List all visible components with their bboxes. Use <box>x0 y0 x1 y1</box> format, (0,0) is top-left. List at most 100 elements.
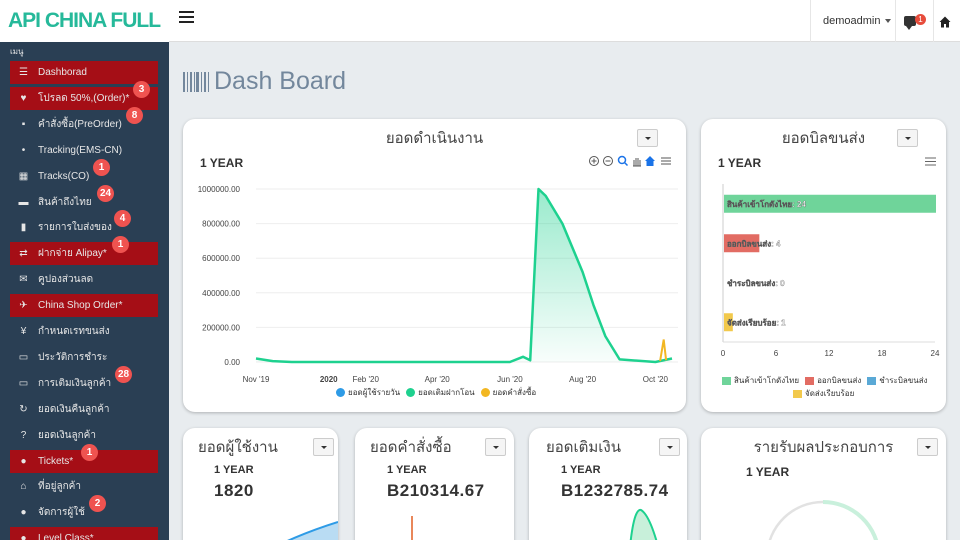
sidebar-item[interactable]: ? ยอดเงินลูกค้า <box>10 424 158 447</box>
user-name: demoadmin <box>823 15 881 27</box>
user-menu[interactable]: demoadmin <box>823 15 892 27</box>
sales-chart: 0.00 200000.00 400000.00 600000.00 800000.00… <box>198 185 678 384</box>
x-tick-label: 24 <box>931 349 940 358</box>
brand-name: API CHINA FULL <box>8 9 161 32</box>
users-sparkline <box>287 521 338 540</box>
messages-icon[interactable] <box>904 16 916 30</box>
menu-toggle-icon[interactable] <box>179 11 194 25</box>
circle-icon: ● <box>20 533 27 540</box>
legend-label[interactable]: สินค้าเข้าโกดังไทย <box>734 376 800 385</box>
zoom-in-icon[interactable] <box>589 156 599 166</box>
pan-hand-icon[interactable] <box>633 158 641 167</box>
bills-legend-row2: จัดส่งเรียบร้อย <box>793 387 854 400</box>
sidebar-item[interactable]: ⇄ ฝากจ่าย Alipay* <box>10 242 158 266</box>
users-panel: ยอดผู้ใช้งาน 1 YEAR 1820 <box>183 428 338 540</box>
legend-label[interactable]: จัดส่งเรียบร้อย <box>805 389 855 398</box>
sidebar-item[interactable]: ✈ China Shop Order* <box>10 294 158 318</box>
series-line <box>255 187 673 364</box>
legend-swatch <box>480 388 490 397</box>
y-tick-label: 600000.00 <box>202 254 240 263</box>
sidebar-item-label: คำสั่งซื้อ(PreOrder) <box>38 118 122 130</box>
topup-sparkline <box>629 509 658 540</box>
x-tick-label: 12 <box>825 349 834 358</box>
x-tick-label: Feb '20 <box>352 375 379 384</box>
sidebar-item[interactable]: ¥ กำหนดเรทขนส่ง <box>10 320 158 343</box>
sidebar-item[interactable]: ▮ รายการใบส่งของ <box>10 216 158 239</box>
bills-title: ยอดบิลขนส่ง <box>781 130 866 147</box>
data-label: จัดส่งเรียบร้อย: 1 <box>727 317 786 327</box>
users-dropdown-button[interactable] <box>313 438 334 456</box>
bills-dropdown-button[interactable] <box>897 129 918 147</box>
sidebar-item-label: จัดการผู้ใช้ <box>38 507 85 519</box>
truck-icon: ▬ <box>18 196 29 208</box>
x-tick-label: Nov '19 <box>243 375 270 384</box>
sidebar-item[interactable]: ▬ สินค้าถึงไทย <box>10 191 158 214</box>
sidebar-item[interactable]: ● จัดการผู้ใช้ <box>10 501 158 524</box>
income-panel: รายรับผลประกอบการ 1 YEAR <box>701 428 946 540</box>
y-tick-label: 400000.00 <box>202 289 240 298</box>
hamburger-icon[interactable] <box>925 157 936 166</box>
sidebar-item[interactable]: ▦ Tracks(CO) <box>10 165 158 188</box>
bills-panel: ยอดบิลขนส่ง 1 YEAR สินค้าเข้าโกดังไทย: 2… <box>701 119 946 412</box>
sidebar-item[interactable]: ⌂ ที่อยู่ลูกค้า <box>10 475 158 498</box>
orders-sparkline <box>411 516 413 540</box>
sidebar-item-label: Tickets* <box>38 455 74 467</box>
zoom-out-icon[interactable] <box>603 156 613 166</box>
legend-label[interactable]: ยอดผู้ใช้รายวัน <box>348 388 401 397</box>
sidebar-item-label: ยอดเงินคืนลูกค้า <box>38 403 110 415</box>
orders-range: 1 YEAR <box>387 464 427 476</box>
sidebar-item-label: ที่อยู่ลูกค้า <box>38 481 81 493</box>
legend-label[interactable]: ยอดเติมฝากโอน <box>418 388 475 397</box>
hamburger-icon[interactable] <box>661 157 671 165</box>
messages-badge: 1 <box>915 14 926 25</box>
sidebar-item[interactable]: ↻ ยอดเงินคืนลูกค้า <box>10 398 158 421</box>
income-dropdown-button[interactable] <box>917 438 938 456</box>
sidebar-item-label: การเติมเงินลูกค้า <box>38 377 112 389</box>
income-gauge <box>768 500 879 540</box>
barcode-icon: ▦ <box>18 170 29 182</box>
topup-title: ยอดเติมเงิน <box>546 439 621 456</box>
x-tick-label: Apr '20 <box>425 375 451 384</box>
sidebar-item[interactable]: ☰ Dashborad <box>10 61 158 84</box>
comments-icon: ● <box>20 455 27 467</box>
legend-label[interactable]: ชำระบิลขนส่ง <box>879 376 928 385</box>
sidebar-badge: 1 <box>112 236 129 254</box>
sidebar-item[interactable]: ● Tickets* <box>10 449 158 473</box>
topup-dropdown-button[interactable] <box>659 438 680 456</box>
sidebar-item-label: ประวัติการชำระ <box>38 351 108 363</box>
sidebar-badge: 24 <box>97 184 114 202</box>
sidebar-badge: 4 <box>114 210 131 228</box>
sales-dropdown-button[interactable] <box>637 129 658 147</box>
bills-legend: สินค้าเข้าโกดังไทย ออกบิลขนส่ง ชำระบิลขน… <box>722 374 928 387</box>
sidebar-badge: 2 <box>89 495 106 513</box>
users-icon: ● <box>20 507 27 519</box>
sidebar-item[interactable]: ▭ ประวัติการชำระ <box>10 346 158 369</box>
sidebar-item[interactable]: ● Level Class* <box>10 527 158 540</box>
sidebar-badge: 28 <box>115 365 132 383</box>
brand-logo[interactable]: API CHINA FULL <box>0 0 169 42</box>
reset-home-icon[interactable] <box>645 156 655 166</box>
topup-value: B1232785.74 <box>561 481 669 500</box>
heart-icon: ♥ <box>20 92 27 104</box>
income-title: รายรับผลประกอบการ <box>753 439 894 456</box>
sidebar-item[interactable]: ♥ โปรลด 50%,(Order)* <box>10 86 158 110</box>
barcode-icon <box>183 72 209 92</box>
legend-label[interactable]: ยอดคำสั่งซื้อ <box>492 388 537 397</box>
sidebar-heading: เมนู <box>10 47 24 56</box>
orders-dropdown-button[interactable] <box>485 438 506 456</box>
page-title: Dash Board <box>214 67 347 95</box>
legend-label[interactable]: ออกบิลขนส่ง <box>817 376 862 385</box>
income-range: 1 YEAR <box>746 465 790 479</box>
zoom-selection-icon[interactable] <box>617 155 629 167</box>
legend-swatch <box>722 376 731 385</box>
legend-swatch <box>805 376 815 385</box>
legend-swatch <box>336 388 345 397</box>
sidebar: เมนู ☰ Dashborad ♥ โปรลด 50%,(Order)* 3 ▪ คำสั… <box>0 42 169 540</box>
sidebar-item[interactable]: • Tracking(EMS-CN) <box>10 139 158 162</box>
sidebar-item[interactable]: ▪ คำสั่งซื้อ(PreOrder) <box>10 113 158 136</box>
sidebar-item-label: ฝากจ่าย Alipay* <box>38 248 107 260</box>
sidebar-item[interactable]: ✉ คูปองส่วนลด <box>10 268 158 291</box>
home-icon[interactable] <box>939 16 951 28</box>
sidebar-item[interactable]: ▭ การเติมเงินลูกค้า <box>10 372 158 395</box>
cart-icon: ▪ <box>21 118 26 130</box>
